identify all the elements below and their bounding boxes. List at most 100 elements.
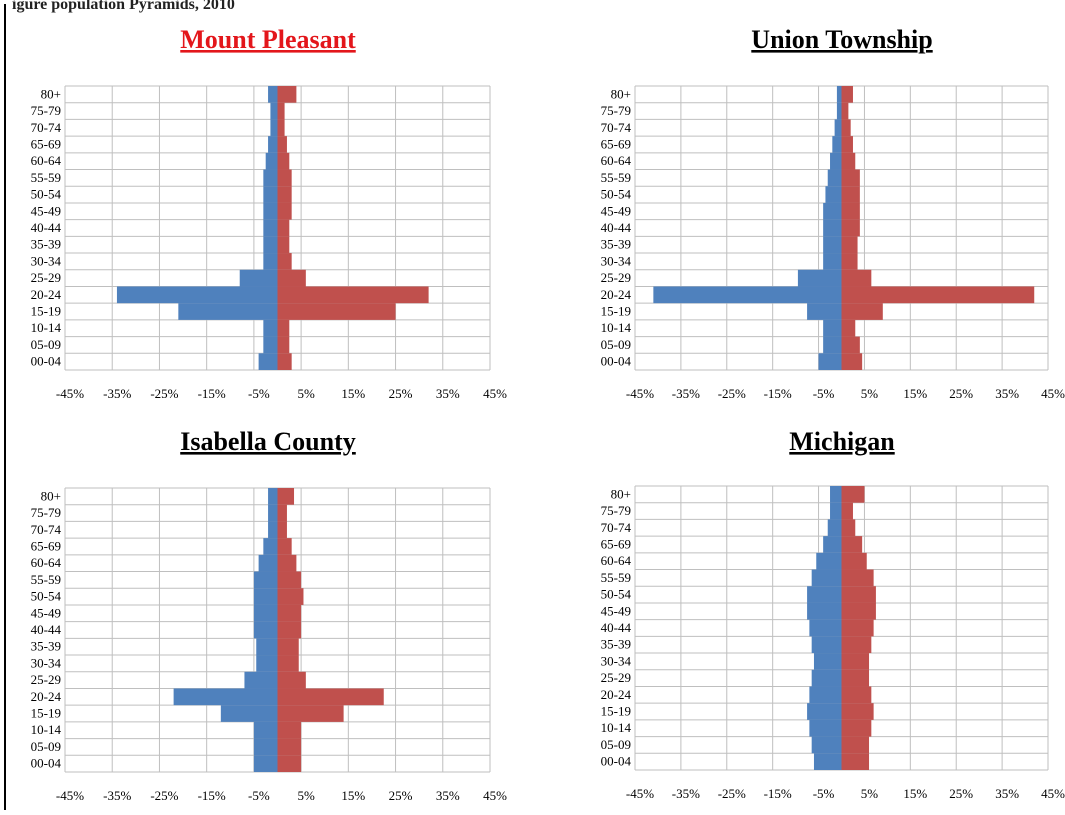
female-bar [277,738,302,756]
age-group-label: 65-69 [601,536,631,551]
male-bar [823,336,842,354]
age-group-label: 60-64 [31,153,62,168]
age-group-label: 25-29 [601,270,631,285]
male-bar [813,753,842,770]
male-bar [263,336,278,354]
age-group-label: 15-19 [601,304,631,319]
female-bar [841,586,876,603]
x-tick-label: -15% [198,788,226,803]
female-bar [277,186,292,203]
age-group-label: 55-59 [31,170,61,185]
age-group-label: 25-29 [31,672,61,687]
age-group-label: 80+ [41,488,61,503]
male-bar [253,571,278,589]
x-tick-label: 45% [483,386,507,401]
female-bar [841,353,863,370]
age-group-label: 55-59 [31,572,61,587]
x-tick-label: 35% [995,786,1019,801]
male-bar [239,269,278,287]
male-bar [268,504,278,522]
age-group-label: 30-34 [31,253,62,268]
age-group-label: 45-49 [31,605,61,620]
x-tick-label: -25% [718,386,746,401]
age-group-label: 25-29 [601,670,631,685]
female-bar [841,186,860,203]
male-bar [265,152,278,170]
x-tick-label: -45% [626,386,654,401]
age-group-label: 15-19 [601,704,631,719]
female-bar [277,671,306,689]
female-bar [277,588,304,605]
age-group-label: 60-64 [31,555,62,570]
x-tick-label: -35% [672,386,700,401]
female-bar [841,303,883,320]
female-bar [277,488,295,505]
female-bar [841,286,1035,304]
male-bar [253,621,278,639]
female-bar [277,538,292,555]
female-bar [277,638,299,656]
female-bar [277,721,302,739]
male-bar [263,538,278,555]
male-bar [809,686,842,704]
female-bar [841,536,863,553]
x-tick-label: -35% [672,786,700,801]
male-bar [263,319,278,337]
male-bar [809,719,842,737]
age-group-label: 40-44 [31,622,62,637]
male-bar [268,136,278,153]
female-bar [277,319,290,337]
chart-title: Michigan [789,427,895,456]
female-bar [841,86,853,103]
age-group-label: 05-09 [601,737,631,752]
x-tick-label: -25% [718,786,746,801]
female-bar [841,636,872,654]
age-group-label: 00-04 [31,354,62,369]
age-group-label: 70-74 [31,120,62,135]
age-group-label: 70-74 [31,522,62,537]
male-bar [825,186,842,203]
x-tick-label: 35% [436,386,460,401]
x-tick-label: 5% [861,786,879,801]
age-group-label: 05-09 [31,739,61,754]
x-tick-label: -15% [764,386,792,401]
female-bar [841,519,856,537]
age-group-label: 40-44 [31,220,62,235]
male-bar [823,219,842,237]
age-group-label: 30-34 [601,253,632,268]
male-bar [811,569,842,587]
female-bar [277,621,302,639]
female-bar [277,755,302,772]
age-group-label: 70-74 [601,520,632,535]
age-group-label: 55-59 [601,570,631,585]
age-group-label: 35-39 [31,639,61,654]
x-tick-label: -15% [764,786,792,801]
x-tick-label: 5% [297,386,315,401]
x-tick-label: -35% [103,788,131,803]
male-bar [220,705,278,722]
age-group-label: 35-39 [601,237,631,252]
male-bar [797,269,842,287]
age-group-label: 75-79 [601,503,631,518]
x-tick-label: 45% [1041,786,1065,801]
female-bar [841,336,860,354]
age-group-label: 75-79 [31,103,61,118]
x-tick-label: -5% [248,386,270,401]
male-bar [807,602,842,620]
age-group-label: 60-64 [601,153,632,168]
male-bar [173,688,278,706]
age-group-label: 80+ [611,486,631,501]
x-tick-label: -25% [150,386,178,401]
age-group-label: 70-74 [601,120,632,135]
x-tick-label: 15% [903,786,927,801]
female-bar [277,604,302,622]
male-bar [809,619,842,637]
female-bar [841,136,853,153]
chart-title: Isabella County [180,427,356,456]
female-bar [277,705,344,722]
male-bar [263,236,278,254]
female-bar [277,303,396,320]
male-bar [263,219,278,237]
male-bar [253,588,278,605]
